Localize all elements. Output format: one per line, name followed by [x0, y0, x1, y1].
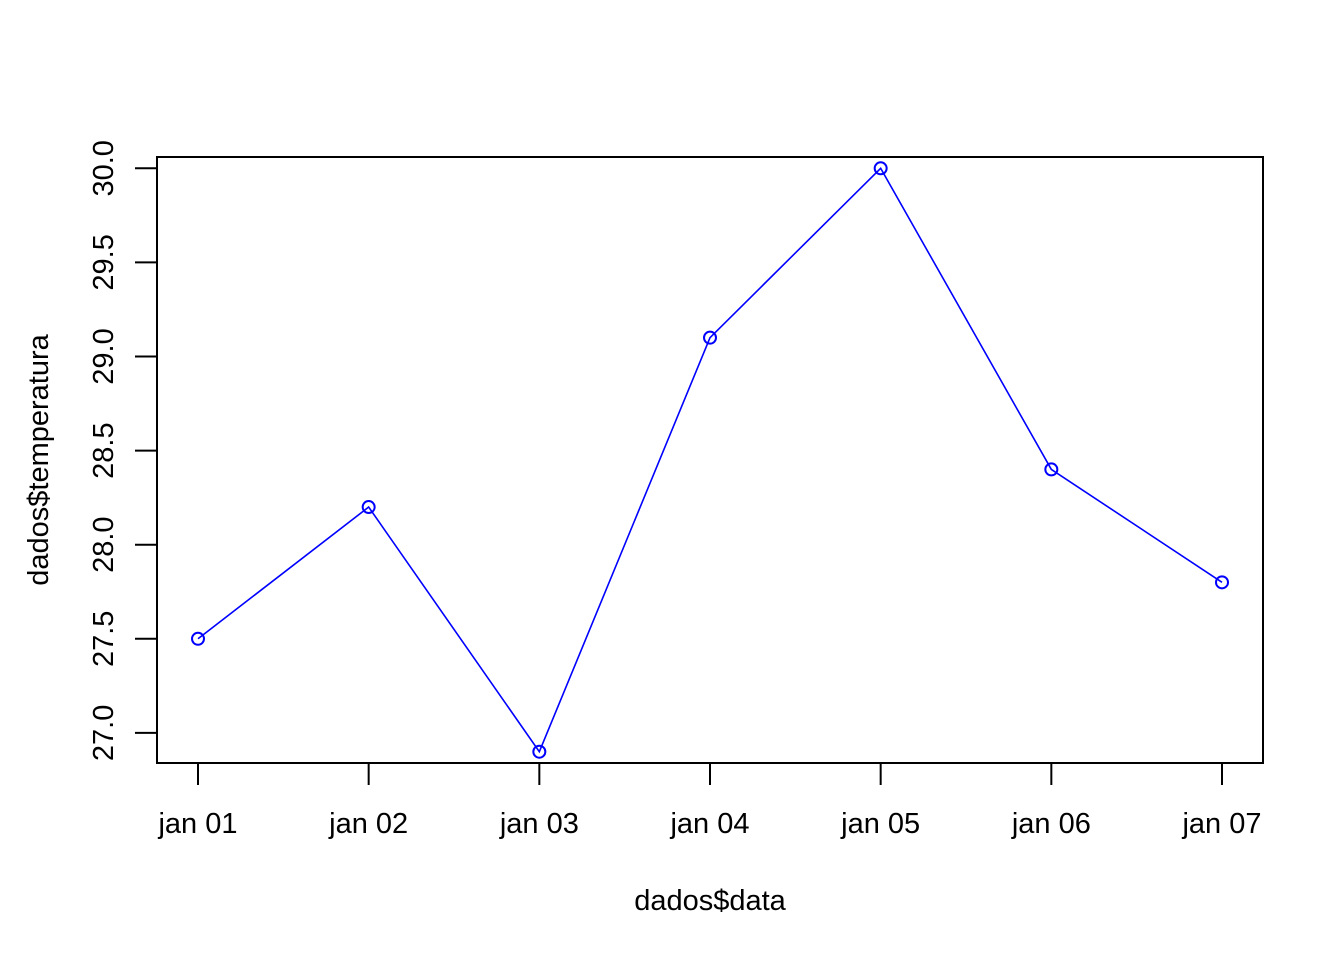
y-tick-label: 28.0 [88, 516, 120, 572]
x-tick-label: jan 05 [840, 808, 920, 840]
x-tick-label: jan 04 [669, 808, 749, 840]
y-axis: 27.0 27.5 28.0 28.5 29.0 29.5 30.0 [88, 140, 158, 761]
x-tick-label: jan 07 [1181, 808, 1261, 840]
data-point [703, 330, 717, 345]
y-tick-label: 29.0 [88, 328, 120, 384]
data-point [873, 161, 888, 176]
x-axis-title: dados$data [634, 885, 786, 917]
plot-frame [156, 156, 1264, 764]
data-point [1044, 462, 1059, 477]
data-point [1215, 575, 1229, 590]
x-axis: jan 01 jan 02 jan 03 jan 04 jan 05 jan 06 jan … [157, 762, 1262, 840]
y-tick-label: 30.0 [88, 140, 120, 196]
data-point [361, 500, 376, 515]
series-line [197, 166, 1223, 754]
y-tick-label: 28.5 [88, 422, 120, 478]
x-tick-label: jan 06 [1011, 808, 1091, 840]
data-point [191, 631, 205, 646]
x-tick-label: jan 02 [328, 808, 408, 840]
data-point [532, 744, 547, 759]
x-tick-label: jan 03 [499, 808, 579, 840]
y-tick-label: 29.5 [88, 234, 120, 290]
y-tick-label: 27.0 [88, 705, 120, 761]
x-tick-label: jan 01 [157, 808, 237, 840]
y-tick-label: 27.5 [88, 611, 120, 667]
y-axis-title: dados$temperatura [23, 333, 55, 585]
series-layer [191, 161, 1229, 759]
